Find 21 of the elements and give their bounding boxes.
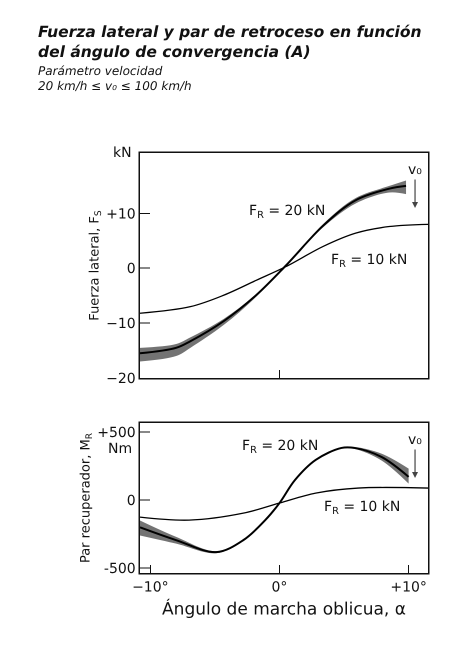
- chart-title: Fuerza lateral y par de retroceso en función del ángulo de convergencia (A): [38, 22, 423, 62]
- chart-subtitle: Parámetro velocidad 20 km/h ≤ v₀ ≤ 100 km/h: [38, 64, 193, 94]
- y-tick-label: 0: [126, 261, 136, 278]
- series-label: F$_{R}$ = 10 kN: [324, 499, 400, 517]
- series-label: F$_{R}$ = 20 kN: [249, 203, 326, 221]
- y-tick-label: +500: [97, 424, 136, 441]
- x-tick-label: +10°: [390, 579, 427, 596]
- x-tick-label: 0°: [272, 579, 288, 596]
- series-label: F$_{R}$ = 10 kN: [331, 252, 408, 270]
- y-tick-label: −20: [106, 370, 136, 387]
- annotation: v₀: [408, 432, 422, 448]
- x-tick-label: −10°: [132, 579, 169, 596]
- text: kN: [113, 145, 132, 161]
- text: Nm: [108, 441, 132, 457]
- y-tick-label: -500: [104, 561, 136, 578]
- y-tick-label: −10: [106, 316, 136, 332]
- series-label: F$_{R}$ = 20 kN: [242, 438, 318, 456]
- y-tick-label: 0: [126, 492, 136, 509]
- x-axis-title: Ángulo de marcha oblicua, α: [162, 598, 406, 620]
- annotation: v₀: [408, 162, 422, 178]
- y-tick-label: +10: [106, 206, 136, 222]
